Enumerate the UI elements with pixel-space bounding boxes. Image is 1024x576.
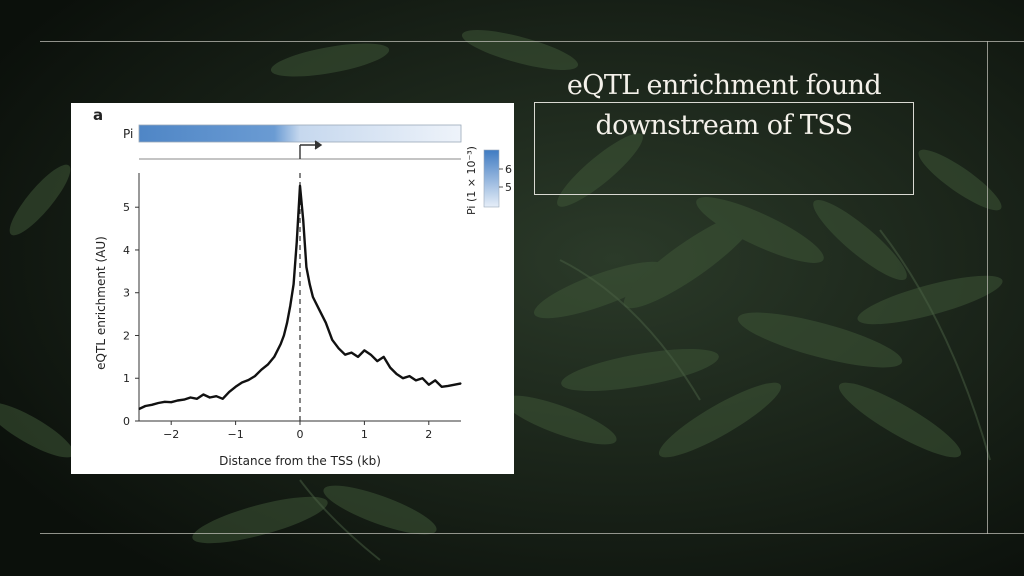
data-point (273, 356, 275, 358)
data-point (344, 354, 346, 356)
y-axis-label: eQTL enrichment (AU) (94, 236, 108, 370)
data-point (283, 334, 285, 337)
data-point (434, 379, 436, 381)
colorbar-tick-label: 6 (505, 163, 512, 176)
panel-label: a (93, 106, 103, 124)
data-point (305, 266, 308, 268)
data-point (389, 366, 391, 369)
data-point (370, 354, 372, 356)
data-point (338, 347, 340, 349)
data-point (299, 185, 301, 187)
pi-colorbar (483, 149, 500, 208)
x-tick-label: 0 (297, 428, 304, 441)
data-point (309, 283, 311, 285)
tss-arrow-icon (139, 140, 461, 160)
data-point (363, 349, 365, 352)
data-point (177, 399, 179, 402)
data-point (144, 405, 147, 407)
chart-svg: a Pi Pi (1 × 10⁻³) 6 5 0 1 2 3 4 5 −2 −1 0 1 2 Dist… (93, 106, 512, 468)
data-point (241, 381, 243, 384)
data-point (350, 351, 353, 354)
data-point (302, 219, 304, 221)
data-point (408, 375, 411, 377)
data-point (292, 283, 295, 285)
y-tick-label: 5 (123, 201, 130, 214)
data-point (421, 377, 423, 379)
data-point (376, 360, 378, 362)
right-frame-line (987, 41, 988, 534)
data-point (183, 399, 185, 401)
data-point (222, 398, 224, 400)
data-point (289, 304, 291, 307)
data-point (331, 339, 333, 341)
pi-track-bar (138, 124, 462, 143)
data-point (428, 384, 430, 386)
data-point (447, 385, 449, 387)
data-point (441, 386, 443, 388)
data-point (202, 393, 204, 396)
data-point (138, 408, 140, 410)
y-tick-label: 3 (123, 287, 130, 300)
pi-track-label: Pi (123, 127, 133, 141)
y-tick-label: 2 (123, 329, 130, 342)
data-point (254, 375, 256, 377)
data-point (460, 382, 462, 384)
data-point (157, 402, 159, 404)
colorbar-label: Pi (1 × 10⁻³) (465, 146, 478, 215)
colorbar-tick-label: 5 (505, 181, 512, 194)
data-point (318, 309, 320, 311)
x-axis-label: Distance from the TSS (kb) (219, 454, 381, 468)
data-point (357, 356, 359, 358)
data-point (383, 356, 385, 358)
data-point (209, 396, 211, 399)
data-point (280, 343, 282, 345)
data-point (296, 240, 298, 243)
x-tick-label: −2 (163, 428, 179, 441)
data-point (215, 395, 217, 397)
data-point (228, 391, 230, 393)
top-frame-line (40, 41, 1024, 42)
data-point (325, 322, 327, 324)
data-point (260, 369, 262, 371)
data-point (247, 379, 250, 381)
y-tick-label: 4 (123, 244, 130, 257)
data-point (453, 384, 456, 386)
data-point (396, 373, 398, 375)
y-tick-label: 1 (123, 372, 130, 385)
data-point (235, 386, 237, 388)
data-point (402, 377, 404, 379)
title-box (534, 102, 914, 195)
data-point (286, 322, 288, 324)
data-point (170, 401, 172, 403)
x-tick-label: 1 (361, 428, 368, 441)
data-point (312, 296, 314, 298)
data-point (164, 401, 166, 403)
data-point (415, 379, 417, 381)
x-tick-label: −1 (227, 428, 243, 441)
data-point (196, 398, 198, 400)
data-point (151, 404, 153, 406)
y-tick-label: 0 (123, 415, 130, 428)
x-tick-label: 2 (425, 428, 432, 441)
slide-title: eQTL enrichment found downstream of TSS (566, 70, 882, 141)
chart-figure: a Pi Pi (1 × 10⁻³) 6 5 0 1 2 3 4 5 −2 −1 0 1 2 Dist… (71, 103, 514, 474)
enrichment-line (138, 184, 462, 411)
bottom-frame-line (40, 533, 1024, 534)
data-point (267, 363, 269, 366)
data-point (189, 396, 192, 399)
